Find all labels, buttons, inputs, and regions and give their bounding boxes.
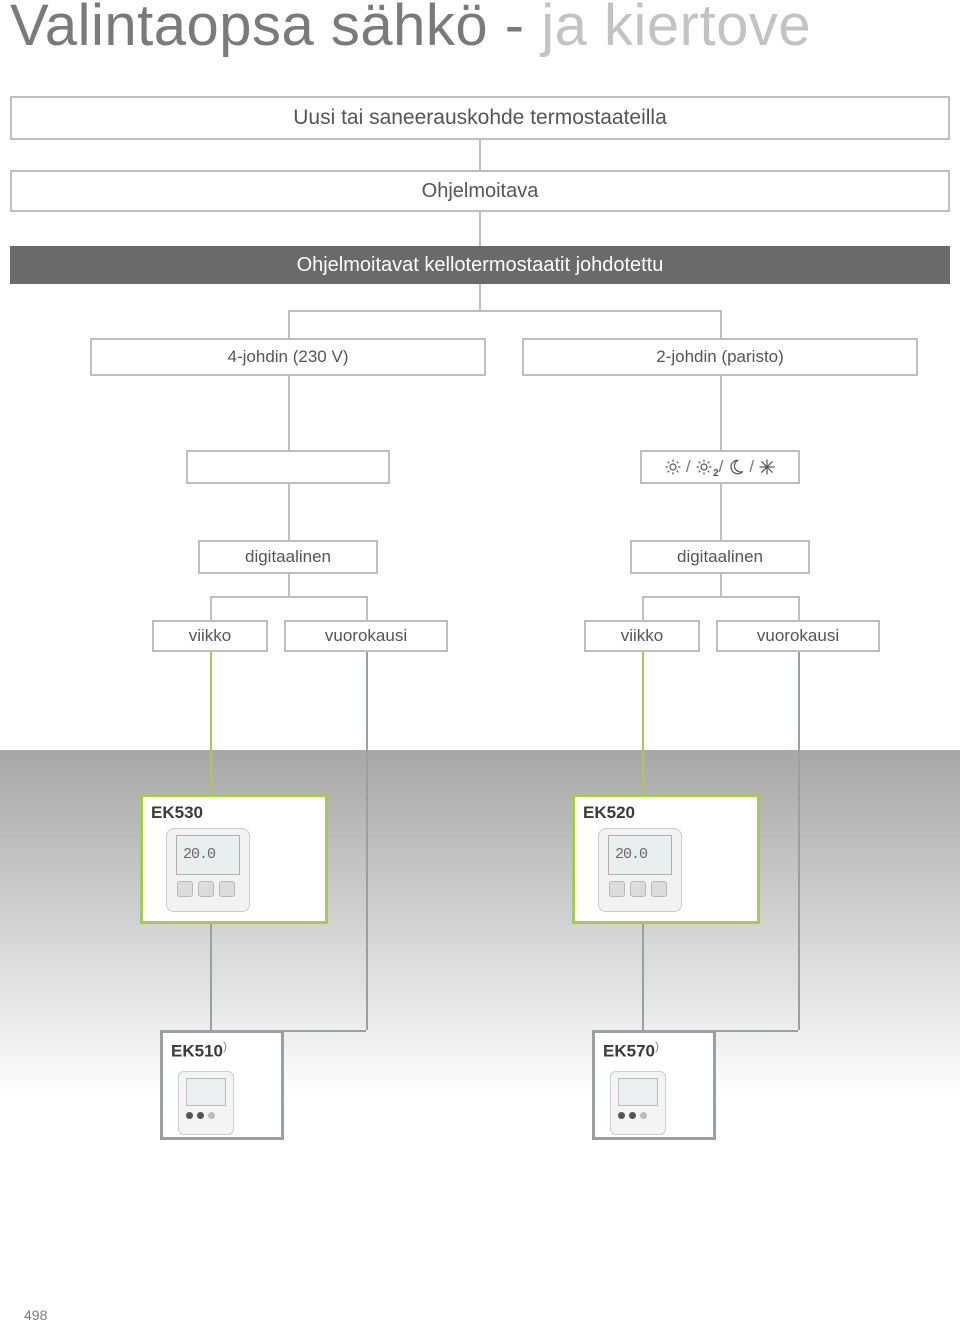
conn-l7rb-v bbox=[798, 596, 800, 620]
sep-1: / bbox=[686, 457, 691, 477]
sun2-icon: 2 bbox=[695, 458, 715, 476]
box-level2: Ohjelmoitava bbox=[10, 170, 950, 212]
moon-icon bbox=[727, 458, 745, 476]
footnote-marker: ) bbox=[655, 1039, 659, 1053]
box-l6-left: digitaalinen bbox=[198, 540, 378, 574]
box-l7-left-b: vuorokausi bbox=[284, 620, 448, 652]
box-l7rb-label: vuorokausi bbox=[757, 626, 839, 646]
conn-l7rb-prod bbox=[798, 652, 800, 1030]
page-title: Valintaopsa sähkö - ja kiertove bbox=[10, 0, 811, 59]
box-l7la-label: viikko bbox=[189, 626, 232, 646]
conn-l7ra-v bbox=[642, 596, 644, 620]
thermostat-illustration: 20.0 bbox=[595, 825, 685, 915]
display-value: 20.0 bbox=[183, 846, 215, 863]
title-part2: ja kiertove bbox=[541, 0, 811, 58]
product-ek570: EK570) bbox=[592, 1030, 716, 1140]
box-l7lb-label: vuorokausi bbox=[325, 626, 407, 646]
box-l5-left bbox=[186, 450, 390, 484]
display-value: 20.0 bbox=[615, 846, 647, 863]
box-l4-left-label: 4-johdin (230 V) bbox=[228, 347, 349, 367]
thermostat-illustration-small bbox=[607, 1068, 669, 1131]
box-l4-right-label: 2-johdin (paristo) bbox=[656, 347, 784, 367]
mode-icons: / 2 / / bbox=[664, 457, 776, 477]
conn-l1-l2 bbox=[479, 140, 481, 170]
box-l4-left: 4-johdin (230 V) bbox=[90, 338, 486, 376]
conn-split-right bbox=[720, 310, 722, 338]
product-ek530-label: EK530 bbox=[151, 803, 203, 822]
box-l6-right-label: digitaalinen bbox=[677, 547, 763, 567]
product-ek510-label: EK510 bbox=[171, 1042, 223, 1061]
box-level1: Uusi tai saneerauskohde termostaateilla bbox=[10, 96, 950, 140]
product-ek510: EK510) bbox=[160, 1030, 284, 1140]
snowflake-icon bbox=[758, 458, 776, 476]
conn-l7la-v bbox=[210, 596, 212, 620]
box-l7ra-label: viikko bbox=[621, 626, 664, 646]
conn-l6l-h bbox=[210, 596, 366, 598]
product-ek520-label: EK520 bbox=[583, 803, 635, 822]
conn-l3-split-h bbox=[288, 310, 720, 312]
box-l6-right: digitaalinen bbox=[630, 540, 810, 574]
conn-l7ra-prod bbox=[642, 652, 644, 794]
strip-level3: Ohjelmoitavat kellotermostaatit johdotet… bbox=[10, 246, 950, 284]
box-l7-left-a: viikko bbox=[152, 620, 268, 652]
conn-l5l-l6 bbox=[288, 484, 290, 540]
footnote-marker: ) bbox=[223, 1039, 227, 1053]
conn-l2-l3 bbox=[479, 212, 481, 246]
page-number: 498 bbox=[24, 1307, 47, 1323]
conn-l7la-prod bbox=[210, 652, 212, 794]
sep-2: / bbox=[719, 457, 724, 477]
product-ek570-label: EK570 bbox=[603, 1042, 655, 1061]
box-l7-right-a: viikko bbox=[584, 620, 700, 652]
title-part1: Valintaopsa sähkö - bbox=[10, 0, 541, 58]
box-l6-left-label: digitaalinen bbox=[245, 547, 331, 567]
product-ek520: EK520 20.0 bbox=[572, 794, 760, 924]
conn-l6l-mid bbox=[288, 574, 290, 596]
box-l4-right: 2-johdin (paristo) bbox=[522, 338, 918, 376]
conn-l7lb-prod bbox=[366, 652, 368, 1030]
thermostat-illustration: 20.0 bbox=[163, 825, 253, 915]
conn-l7lb-bend-h bbox=[284, 1030, 366, 1032]
sun-icon bbox=[664, 458, 682, 476]
box-l5-right: / 2 / / bbox=[640, 450, 800, 484]
conn-l5r-l6 bbox=[720, 484, 722, 540]
box-level1-label: Uusi tai saneerauskohde termostaateilla bbox=[293, 106, 667, 130]
conn-l6r-h bbox=[642, 596, 798, 598]
sep-3: / bbox=[749, 457, 754, 477]
box-level2-label: Ohjelmoitava bbox=[422, 180, 539, 203]
strip-level3-label: Ohjelmoitavat kellotermostaatit johdotet… bbox=[297, 254, 664, 277]
conn-p1-p3 bbox=[210, 924, 212, 1030]
conn-l4l-l5 bbox=[288, 376, 290, 450]
conn-split-left bbox=[288, 310, 290, 338]
conn-l7lb-v bbox=[366, 596, 368, 620]
product-ek530: EK530 20.0 bbox=[140, 794, 328, 924]
conn-l6r-mid bbox=[720, 574, 722, 596]
conn-l4r-l5 bbox=[720, 376, 722, 450]
conn-l3-split-v bbox=[479, 284, 481, 310]
conn-p2-p4 bbox=[642, 924, 644, 1030]
thermostat-illustration-small bbox=[175, 1068, 237, 1131]
conn-l7rb-bend-h bbox=[716, 1030, 798, 1032]
box-l7-right-b: vuorokausi bbox=[716, 620, 880, 652]
